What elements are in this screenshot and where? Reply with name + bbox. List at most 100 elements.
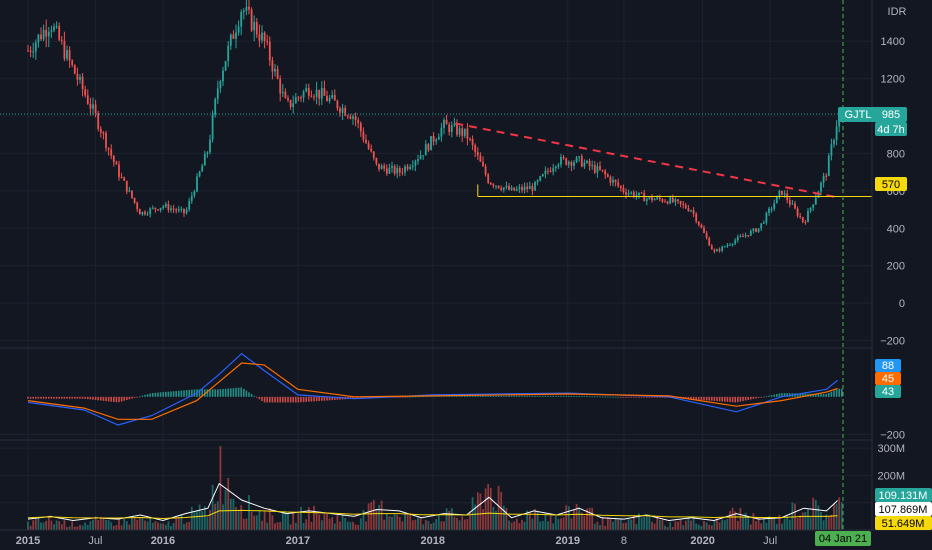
volume-bar [578, 507, 581, 530]
volume-bar [328, 518, 331, 530]
countdown-tag-bg [875, 122, 907, 136]
macd-histogram-bar [750, 396, 752, 400]
macd-histogram-bar [131, 396, 133, 399]
volume-bar [651, 521, 653, 530]
macd-histogram-bar [817, 393, 820, 397]
candle [89, 103, 92, 109]
candle [445, 119, 448, 125]
macd-histogram-bar [284, 396, 287, 403]
volume-bar [658, 519, 661, 530]
candle [365, 139, 367, 144]
x-tick-label: 2016 [151, 535, 175, 547]
price-pane [27, 0, 872, 254]
support-tag: 570 [882, 179, 900, 191]
candle [29, 50, 32, 52]
candle [482, 161, 484, 167]
macd-histogram-bar [185, 390, 188, 397]
macd-histogram-bar [289, 396, 292, 403]
volume-bar [739, 508, 742, 530]
macd-histogram-bar [232, 388, 235, 397]
volume-bar [380, 500, 383, 530]
macd-histogram-bar [464, 395, 466, 397]
volume-bar [786, 516, 789, 530]
time-axis[interactable]: 2015 Jul 2016 2017 2018 2019 8 2020 Jul [16, 535, 777, 547]
candle [391, 166, 393, 168]
volume-bar [401, 521, 404, 530]
volume-bar [703, 521, 705, 530]
candle [510, 187, 513, 190]
macd-histogram-bar [89, 396, 92, 400]
volume-bar [300, 506, 302, 530]
countdown-tag: 4d 7h [877, 124, 905, 136]
candle [500, 188, 503, 190]
volume-bar [159, 523, 162, 530]
volume-bar [167, 521, 170, 530]
macd-histogram-bar [326, 396, 328, 401]
volume-bar [125, 521, 128, 530]
candle [138, 209, 141, 215]
macd-histogram-bar [604, 396, 606, 398]
volume-bar [770, 517, 773, 530]
candle [177, 209, 180, 211]
x-tick-label: 2015 [16, 535, 40, 547]
macd-histogram-bar [510, 395, 513, 397]
macd-histogram-bar [539, 395, 541, 397]
volume-bar [281, 512, 284, 530]
macd-histogram-bar [404, 396, 406, 398]
volume-bar [307, 507, 310, 530]
macd-histogram-bar [505, 395, 508, 397]
candle [450, 125, 453, 133]
grid-lines [0, 0, 872, 530]
candle [86, 95, 89, 104]
volume-bar [362, 510, 365, 530]
candle [193, 191, 196, 196]
candle [692, 210, 695, 214]
volume-bar [443, 521, 445, 530]
candle [801, 217, 804, 222]
y-tick-label: 800 [887, 148, 905, 160]
volume-bar [692, 516, 695, 530]
volume-bar [752, 513, 755, 530]
volume-bar [302, 523, 305, 530]
candle [809, 207, 812, 211]
volume-bar [710, 525, 713, 530]
macd-histogram-bar [737, 396, 739, 403]
volume-bar [809, 517, 812, 530]
macd-histogram-bar [245, 390, 248, 397]
volume-bar [479, 493, 482, 530]
candle [432, 135, 435, 142]
candle [565, 158, 568, 165]
volume-bar [575, 504, 578, 530]
volume-bar [50, 520, 53, 530]
macd-histogram-bar [149, 393, 151, 397]
volume-bar [81, 525, 84, 530]
macd-histogram-bar [79, 396, 81, 399]
candle [679, 201, 682, 204]
volume-bar [372, 499, 375, 530]
volume-bar [549, 515, 552, 530]
candle [625, 192, 627, 195]
volume-bar [791, 502, 794, 530]
candle [125, 180, 128, 192]
volume-bar [157, 522, 159, 530]
candle [271, 60, 274, 72]
macd-histogram-bar [261, 396, 263, 402]
candle [552, 168, 555, 172]
last-price-tag-bg [875, 107, 907, 122]
volume-bar [385, 513, 388, 530]
volume-bar [736, 520, 739, 530]
candle [159, 207, 162, 211]
volume-bar [773, 518, 776, 530]
volume-bar [365, 521, 367, 530]
candle [677, 199, 679, 202]
candle [307, 87, 310, 96]
macd-histogram-bar [230, 388, 232, 397]
volume-bar [591, 507, 594, 530]
volume-bar [458, 520, 461, 530]
macd-histogram-bar [141, 395, 144, 397]
macd-histogram-bar [456, 395, 458, 397]
macd-histogram-bar [651, 396, 653, 398]
candle [762, 222, 765, 224]
macd-histogram-bar [773, 394, 775, 397]
